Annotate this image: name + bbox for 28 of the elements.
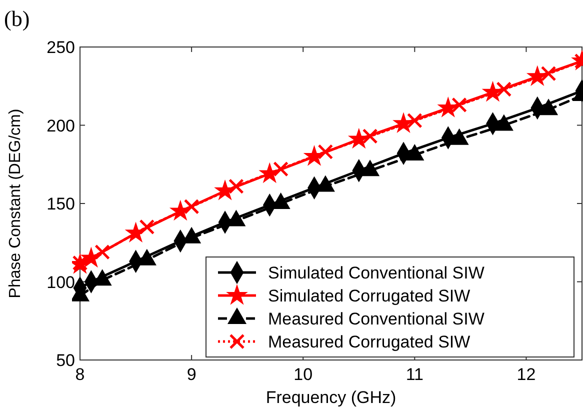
x-tick-label: 8 (75, 365, 85, 384)
point (496, 82, 512, 97)
point (406, 112, 422, 128)
y-tick-label: 150 (46, 194, 75, 214)
legend-label: Measured Conventional SIW (268, 310, 484, 328)
x-tick-label: 10 (294, 365, 313, 384)
point (139, 219, 155, 235)
point (318, 144, 334, 160)
y-tick-label: 250 (46, 38, 75, 57)
point (184, 198, 200, 214)
x-axis-title: Frequency (GHz) (266, 388, 396, 407)
y-tick-label: 50 (56, 351, 75, 370)
legend-label: Simulated Conventional SIW (268, 264, 484, 282)
legend-label: Simulated Corrugated SIW (268, 286, 470, 306)
x-tick-label: 11 (406, 365, 424, 384)
point (94, 244, 110, 260)
point (362, 128, 378, 144)
y-tick-label: 200 (46, 116, 75, 136)
x-tick-label: 9 (186, 365, 196, 384)
legend-label: Measured Corrugated SIW (268, 332, 470, 352)
text: (b) (4, 6, 30, 31)
y-axis-title: Phase Constant (DEG/cm) (7, 108, 24, 298)
y-tick-label: 100 (46, 272, 75, 292)
point (452, 97, 467, 113)
point (228, 178, 244, 194)
point (273, 161, 288, 177)
x-tick-label: 12 (516, 365, 536, 384)
point (540, 66, 556, 82)
